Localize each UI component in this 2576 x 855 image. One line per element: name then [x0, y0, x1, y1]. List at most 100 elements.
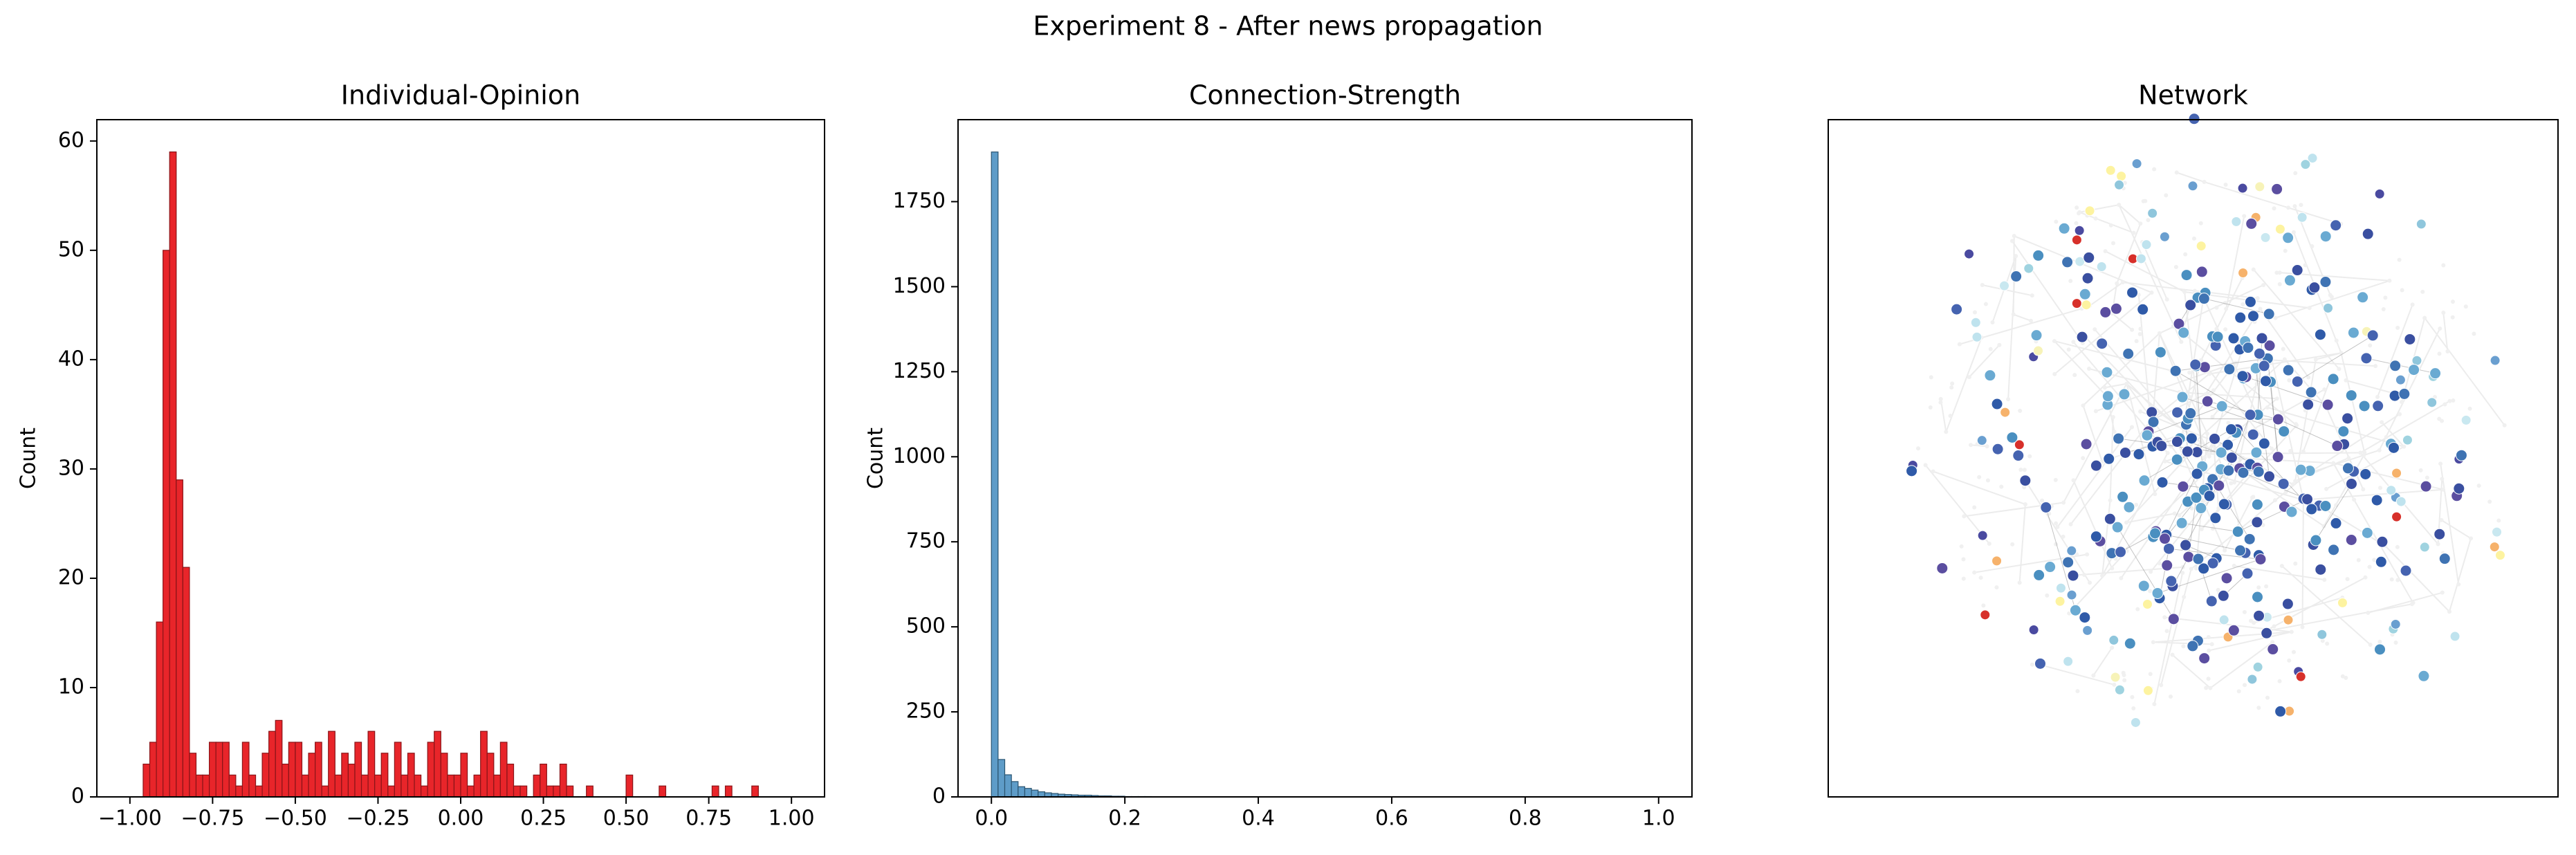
background-node — [2138, 327, 2143, 331]
node — [2489, 542, 2500, 553]
background-node — [1969, 443, 1974, 448]
bar — [261, 753, 270, 798]
background-node — [1961, 576, 1966, 581]
axes-title: Connection-Strength — [1189, 80, 1461, 111]
node — [2319, 230, 2332, 243]
background-node — [2149, 290, 2154, 295]
edge — [2092, 647, 2113, 677]
edge — [2224, 497, 2253, 551]
node — [2142, 599, 2153, 610]
background-node — [2162, 615, 2167, 620]
figure-title: Experiment 8 - After news propagation — [1033, 11, 1543, 42]
node — [2028, 624, 2039, 635]
node — [2096, 338, 2108, 350]
background-node — [2211, 388, 2216, 393]
axes-frame — [957, 119, 1693, 798]
axes-frame — [96, 119, 825, 798]
node — [2305, 386, 2317, 398]
background-node — [1981, 603, 1986, 608]
bar — [460, 753, 468, 798]
node — [2327, 373, 2339, 385]
x-tick-label: 1.0 — [1642, 807, 1675, 831]
background-node — [2207, 648, 2211, 653]
background-node — [2306, 375, 2311, 380]
background-node — [2293, 171, 2298, 176]
background-node — [2198, 221, 2203, 226]
node — [2159, 231, 2170, 242]
background-node — [2202, 180, 2207, 185]
node — [1977, 530, 1988, 541]
node — [2196, 241, 2207, 252]
node — [2359, 468, 2372, 480]
node — [2231, 216, 2242, 227]
node — [2416, 219, 2427, 230]
node — [1991, 398, 2003, 410]
background-node — [2361, 487, 2366, 492]
node — [2227, 332, 2240, 344]
edge — [2054, 340, 2108, 398]
node — [2000, 407, 2011, 418]
bar — [241, 742, 250, 798]
background-node — [2437, 351, 2442, 356]
background-node — [2293, 561, 2298, 566]
background-node — [2081, 456, 2086, 461]
node — [2237, 183, 2248, 194]
background-node — [2110, 645, 2115, 650]
node — [2006, 431, 2018, 443]
node — [2295, 671, 2306, 682]
background-node — [1990, 320, 1995, 324]
node — [2105, 165, 2116, 176]
background-node — [2397, 257, 2402, 262]
y-tick-label: 0 — [932, 784, 946, 809]
edge — [2278, 419, 2337, 447]
node — [2108, 634, 2119, 645]
bar — [1004, 774, 1012, 798]
node — [2124, 637, 2136, 650]
edge — [2038, 663, 2115, 686]
node — [2023, 263, 2034, 274]
x-tick-label: −1.00 — [98, 807, 162, 831]
background-node — [2440, 590, 2445, 595]
node — [2058, 222, 2070, 235]
edge — [2267, 407, 2404, 448]
background-node — [2108, 498, 2113, 503]
background-node — [2437, 416, 2442, 421]
node — [2188, 113, 2200, 125]
bar — [625, 774, 634, 798]
node — [2155, 440, 2168, 452]
background-node — [2177, 513, 2182, 517]
edge — [2340, 353, 2366, 453]
background-node — [2124, 520, 2129, 525]
background-node — [2202, 455, 2207, 460]
edge — [2072, 480, 2113, 569]
node — [2253, 347, 2265, 360]
bar — [202, 774, 210, 798]
background-node — [2148, 672, 2153, 677]
node — [2192, 553, 2205, 565]
y-axis-label: Count — [864, 428, 888, 489]
node — [2260, 232, 2271, 243]
bar — [163, 250, 170, 798]
edge — [2182, 396, 2284, 432]
node — [2244, 409, 2256, 421]
background-node — [2153, 492, 2158, 497]
node — [2234, 311, 2247, 324]
node — [2362, 228, 2374, 240]
background-node — [2134, 339, 2139, 344]
node — [2209, 432, 2221, 445]
edge — [2150, 389, 2214, 422]
background-node — [2006, 397, 2011, 402]
bar — [1038, 791, 1045, 798]
background-node — [2112, 682, 2117, 687]
node — [2010, 270, 2023, 283]
background-node — [1916, 446, 1921, 451]
background-node — [2053, 477, 2058, 482]
background-node — [2340, 674, 2345, 679]
background-node — [2393, 641, 2398, 645]
node — [2342, 462, 2354, 475]
node — [2408, 364, 2420, 376]
background-node — [2208, 686, 2213, 690]
background-node — [2418, 468, 2423, 472]
y-tick-label: 1500 — [893, 274, 946, 298]
